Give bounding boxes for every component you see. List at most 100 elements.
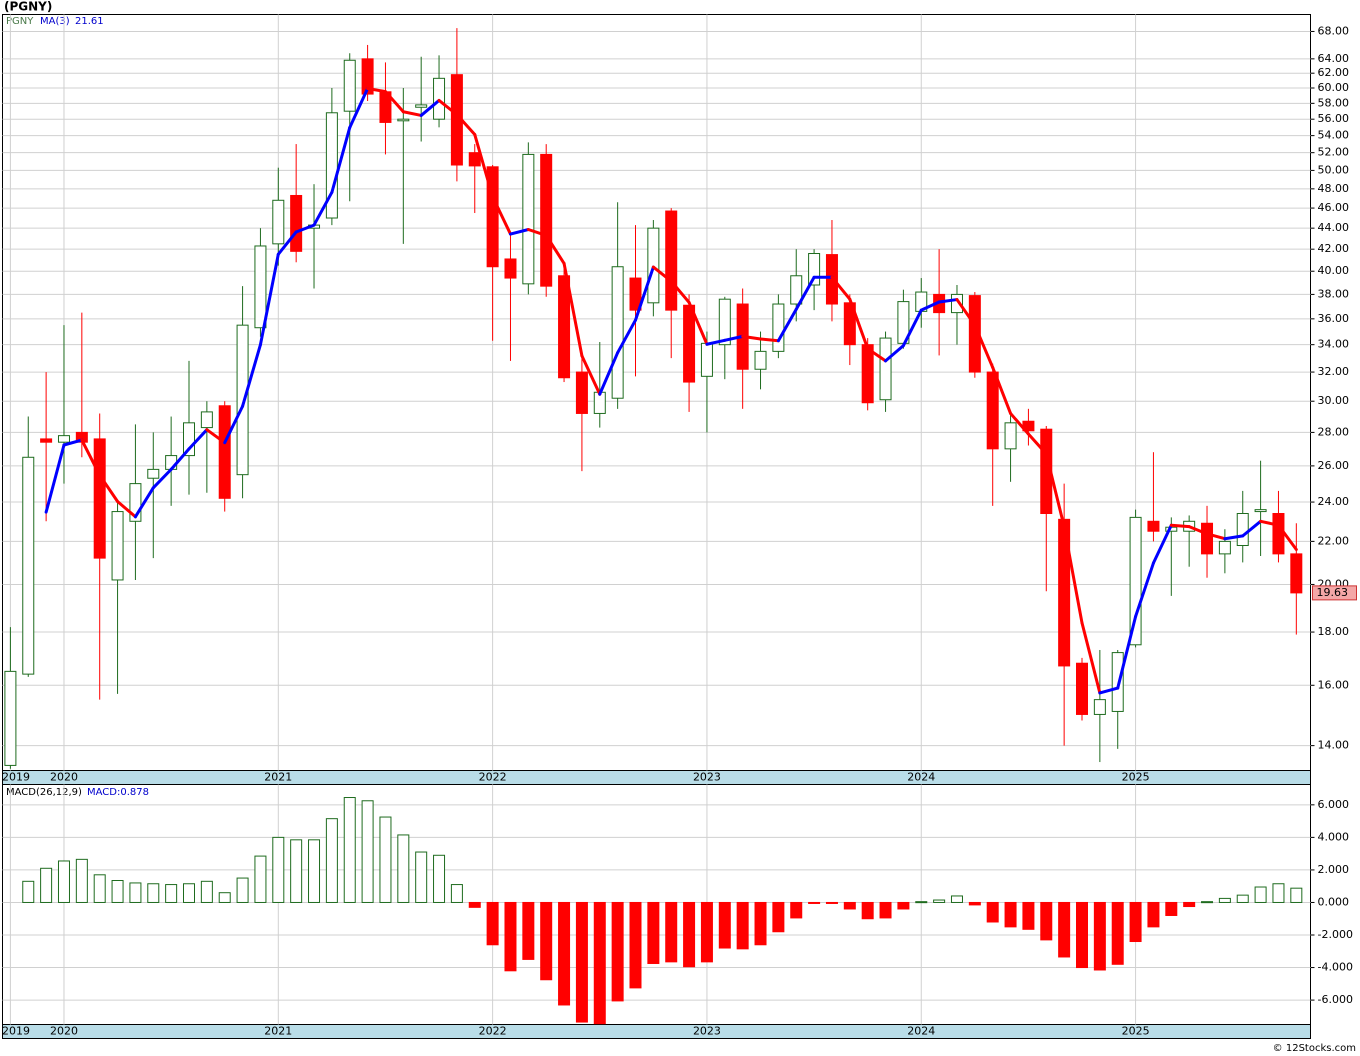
macd-bar [218, 892, 231, 903]
macd-bar [1201, 901, 1214, 904]
candle-body [397, 118, 410, 122]
candle-body [1129, 516, 1142, 646]
y-tick-label: 4.000 [1318, 830, 1350, 843]
candle-body [968, 295, 981, 373]
ma-segment [794, 275, 816, 311]
x-tick-label: 2024 [907, 1025, 935, 1038]
macd-bar [1272, 883, 1285, 903]
macd-bar [825, 901, 838, 904]
macd-bar [575, 901, 588, 1023]
ma-segment [884, 344, 905, 363]
ma-segment [598, 351, 620, 396]
ma-segment [866, 347, 888, 363]
candle-body [504, 258, 517, 279]
legend-macd-value: MACD:0.878 [87, 787, 149, 798]
macd-bar [93, 874, 106, 903]
macd-bar [22, 880, 35, 903]
ma-segment [116, 499, 137, 519]
ma-segment [44, 443, 66, 514]
candle-body [218, 405, 231, 499]
candle-body [718, 298, 731, 346]
candle-body [1093, 699, 1106, 715]
candle-body [558, 275, 571, 379]
x-tick-label: 2025 [1122, 1025, 1150, 1038]
candle-body [486, 166, 499, 268]
y-tick-label: 42.00 [1318, 242, 1350, 255]
ma-segment [741, 334, 763, 341]
y-tick-label: 62.00 [1318, 66, 1350, 79]
macd-bar [611, 901, 624, 1002]
candle-body [665, 210, 678, 311]
macd-bar [183, 883, 195, 903]
candle-body [879, 337, 892, 401]
ma-segment [312, 190, 334, 227]
macd-bar [665, 901, 678, 963]
macd-bar [343, 797, 356, 903]
copyright: © 12Stocks.com [1273, 1043, 1356, 1054]
ma-segment [1009, 411, 1030, 436]
macd-bar [379, 816, 392, 903]
ma-segment [98, 473, 120, 503]
macd-bar [75, 858, 88, 903]
macd-bar [236, 877, 249, 903]
y-tick-label: -4.000 [1318, 961, 1353, 974]
macd-bar [1093, 901, 1106, 971]
ma-segment [1044, 452, 1066, 529]
ma-segment [294, 223, 316, 234]
candle-body [129, 483, 142, 522]
ma-segment [705, 338, 727, 346]
candle-body [700, 342, 713, 377]
candle-body [1254, 509, 1267, 513]
ma-segment [901, 308, 923, 348]
ma-segment [508, 228, 530, 236]
ma-segment [669, 279, 691, 304]
ma-segment [580, 354, 602, 396]
y-tick-label: 32.00 [1318, 365, 1350, 378]
macd-bar [129, 882, 142, 903]
macd-bar [1254, 886, 1267, 903]
macd-bar [593, 901, 606, 1025]
macd-bar [718, 901, 731, 949]
candle-body [93, 438, 106, 559]
ma-segment [258, 252, 280, 347]
ma-segment [759, 337, 780, 343]
ma-segment [919, 300, 941, 312]
macd-bar [415, 851, 428, 903]
macd-bar [200, 880, 213, 903]
candle-body [647, 227, 660, 304]
macd-bar [968, 901, 981, 906]
y-tick-label: 64.00 [1318, 52, 1350, 65]
ma-segment [1259, 519, 1280, 527]
candle-body [22, 456, 35, 675]
macd-bar [986, 901, 999, 923]
ma-segment [419, 98, 441, 117]
candle-body [200, 411, 213, 429]
x-tick-label: 2020 [50, 1025, 78, 1038]
y-tick-label: 56.00 [1318, 112, 1350, 125]
last-price-label: 19.63 [1317, 586, 1349, 599]
macd-bar [647, 901, 660, 964]
macd-bar [57, 860, 70, 903]
ma-segment [776, 307, 798, 343]
candle-body [254, 245, 267, 329]
ma-segment [562, 261, 584, 358]
candle-body [772, 303, 785, 352]
ma-segment [1151, 523, 1173, 565]
candle-body [57, 435, 70, 443]
y-tick-label: 52.00 [1318, 146, 1350, 159]
ma-segment [973, 323, 995, 369]
x-tick-label: 2022 [479, 771, 507, 784]
y-tick-label: -2.000 [1318, 928, 1353, 941]
macd-bar [504, 901, 517, 972]
y-tick-label: 26.00 [1318, 459, 1350, 472]
ma-segment [634, 265, 655, 322]
macd-bar [897, 901, 910, 910]
macd-bar [290, 839, 303, 903]
y-tick-label: 36.00 [1318, 312, 1350, 325]
ma-segment [401, 110, 423, 117]
macd-bar [736, 901, 749, 950]
ma-segment [526, 228, 548, 237]
candle-body [1147, 520, 1160, 532]
x-tick-label: 2021 [264, 771, 292, 784]
macd-bar [772, 901, 785, 933]
